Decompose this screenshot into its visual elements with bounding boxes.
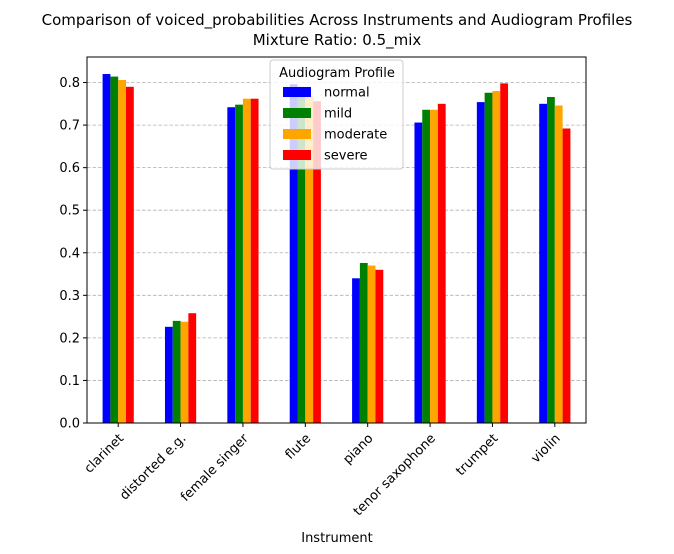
bar-severe xyxy=(188,313,197,423)
legend: Audiogram Profile normal mild moderate seve… xyxy=(269,59,404,170)
bar-mild xyxy=(172,320,181,423)
y-tick-label: 0.4 xyxy=(59,246,80,261)
bar-moderate xyxy=(242,98,251,424)
bar-severe xyxy=(125,86,134,423)
bar-mild xyxy=(547,97,555,424)
bar-normal xyxy=(476,102,485,423)
y-tick-label: 0.6 xyxy=(59,161,80,176)
bar-moderate xyxy=(305,95,314,424)
y-tick-label: 0.8 xyxy=(59,76,80,91)
y-axis: 0.0 0.1 0.2 0.3 0.4 0.5 0.6 0.7 0.8 xyxy=(59,76,87,432)
y-tick-label: 0.7 xyxy=(59,119,80,134)
legend-label-normal: normal xyxy=(324,86,370,101)
bar-moderate xyxy=(118,79,126,424)
x-tick-label: clarinet xyxy=(82,431,127,476)
x-tick-label: piano xyxy=(340,431,376,467)
x-tick-label: violin xyxy=(528,431,563,466)
bar-moderate xyxy=(554,105,563,423)
y-tick-label: 0.3 xyxy=(59,289,80,304)
bar-normal xyxy=(227,107,236,424)
bar-moderate xyxy=(180,321,189,423)
x-tick-label: trumpet xyxy=(453,431,501,479)
bar-mild xyxy=(484,92,493,423)
bar-mild xyxy=(297,86,306,423)
legend-swatch-normal xyxy=(283,87,311,97)
y-tick-label: 0.0 xyxy=(59,417,80,432)
x-axis-label: Instrument xyxy=(301,531,373,546)
bar-severe xyxy=(313,101,321,423)
bar-severe xyxy=(375,269,384,423)
bar-mild xyxy=(422,109,431,423)
bar-severe xyxy=(250,98,259,424)
bar-mild xyxy=(359,262,368,423)
bar-moderate xyxy=(367,265,376,423)
bar-normal xyxy=(164,326,173,423)
chart-subtitle: Mixture Ratio: 0.5_mix xyxy=(253,31,422,50)
legend-swatch-severe xyxy=(283,150,311,160)
bar-normal xyxy=(289,84,298,423)
chart-title: Comparison of voiced_probabilities Acros… xyxy=(42,11,633,30)
legend-title: Audiogram Profile xyxy=(279,66,395,81)
bar-normal xyxy=(414,122,423,423)
legend-swatch-mild xyxy=(283,108,311,118)
bar-normal xyxy=(539,103,548,423)
bar-normal xyxy=(352,278,360,423)
bar-severe xyxy=(500,83,509,423)
legend-swatch-moderate xyxy=(283,129,311,139)
bar-normal xyxy=(102,74,111,423)
bar-severe xyxy=(437,103,446,423)
legend-label-moderate: moderate xyxy=(324,128,387,143)
legend-label-mild: mild xyxy=(324,107,352,122)
legend-label-severe: severe xyxy=(324,149,368,164)
y-tick-label: 0.1 xyxy=(59,374,80,389)
plot-frame xyxy=(86,56,587,424)
bar-moderate xyxy=(492,91,501,423)
bar-mild xyxy=(235,104,243,424)
bar-moderate xyxy=(430,109,438,423)
y-tick-label: 0.2 xyxy=(59,331,80,346)
bar-mild xyxy=(110,76,119,423)
bar-severe xyxy=(562,128,571,423)
y-tick-label: 0.5 xyxy=(59,204,80,219)
bars xyxy=(102,74,571,424)
x-tick-label: flute xyxy=(283,431,314,462)
